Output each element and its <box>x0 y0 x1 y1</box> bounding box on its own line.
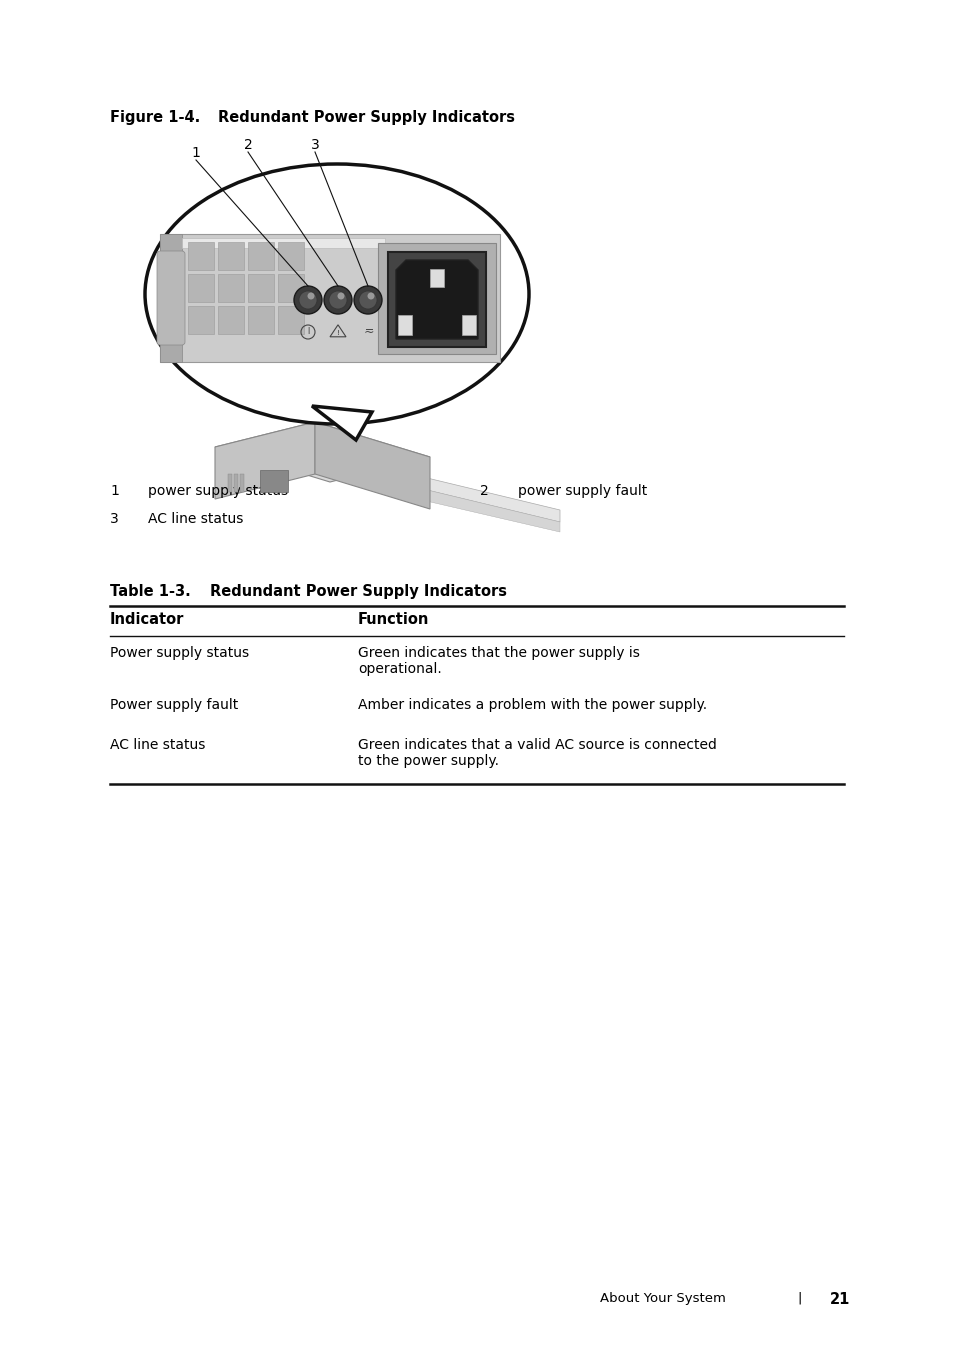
FancyBboxPatch shape <box>218 274 244 301</box>
Text: 1: 1 <box>192 146 200 160</box>
Text: Green indicates that a valid AC source is connected
to the power supply.: Green indicates that a valid AC source i… <box>357 738 716 768</box>
Polygon shape <box>395 260 477 339</box>
Text: power supply fault: power supply fault <box>517 484 646 498</box>
Text: Green indicates that the power supply is
operational.: Green indicates that the power supply is… <box>357 646 639 676</box>
Circle shape <box>337 292 344 300</box>
Text: Figure 1-4.: Figure 1-4. <box>110 110 200 124</box>
FancyBboxPatch shape <box>218 306 244 334</box>
Polygon shape <box>339 469 559 531</box>
Circle shape <box>367 292 375 300</box>
FancyBboxPatch shape <box>188 274 213 301</box>
FancyBboxPatch shape <box>388 251 485 347</box>
Circle shape <box>324 287 352 314</box>
Polygon shape <box>314 422 430 508</box>
Circle shape <box>294 287 322 314</box>
Text: AC line status: AC line status <box>148 512 243 526</box>
Polygon shape <box>339 457 559 522</box>
FancyBboxPatch shape <box>277 274 304 301</box>
Polygon shape <box>214 422 314 499</box>
FancyBboxPatch shape <box>188 242 213 270</box>
FancyBboxPatch shape <box>160 234 499 362</box>
FancyBboxPatch shape <box>377 243 496 354</box>
FancyBboxPatch shape <box>277 306 304 334</box>
FancyBboxPatch shape <box>157 251 185 345</box>
Text: 2: 2 <box>479 484 488 498</box>
FancyBboxPatch shape <box>240 475 244 492</box>
Text: Table 1-3.: Table 1-3. <box>110 584 191 599</box>
FancyBboxPatch shape <box>248 306 274 334</box>
FancyBboxPatch shape <box>277 242 304 270</box>
Polygon shape <box>214 422 430 483</box>
Text: I: I <box>307 327 309 337</box>
FancyBboxPatch shape <box>228 475 232 492</box>
FancyBboxPatch shape <box>260 470 288 492</box>
Text: 1: 1 <box>110 484 119 498</box>
FancyBboxPatch shape <box>461 315 476 335</box>
Text: Redundant Power Supply Indicators: Redundant Power Supply Indicators <box>210 584 506 599</box>
Circle shape <box>354 287 381 314</box>
Text: 3: 3 <box>311 138 319 151</box>
FancyBboxPatch shape <box>188 306 213 334</box>
Text: AC line status: AC line status <box>110 738 205 752</box>
Text: 21: 21 <box>829 1293 849 1307</box>
Text: 2: 2 <box>243 138 253 151</box>
FancyBboxPatch shape <box>182 238 385 247</box>
Text: Power supply status: Power supply status <box>110 646 249 660</box>
Text: Function: Function <box>357 612 429 627</box>
FancyBboxPatch shape <box>160 234 182 362</box>
Text: power supply status: power supply status <box>148 484 288 498</box>
FancyBboxPatch shape <box>248 274 274 301</box>
Text: Power supply fault: Power supply fault <box>110 698 238 713</box>
Circle shape <box>298 291 316 310</box>
FancyBboxPatch shape <box>218 242 244 270</box>
FancyBboxPatch shape <box>248 242 274 270</box>
FancyBboxPatch shape <box>233 475 237 492</box>
Text: |: | <box>797 1293 801 1305</box>
Ellipse shape <box>145 164 529 425</box>
Text: ~: ~ <box>363 326 374 338</box>
FancyBboxPatch shape <box>397 315 412 335</box>
Circle shape <box>329 291 347 310</box>
Text: Indicator: Indicator <box>110 612 184 627</box>
Text: !: ! <box>336 330 339 337</box>
Circle shape <box>307 292 314 300</box>
Text: About Your System: About Your System <box>599 1293 725 1305</box>
FancyBboxPatch shape <box>430 269 443 287</box>
Text: 3: 3 <box>110 512 118 526</box>
Circle shape <box>358 291 376 310</box>
Text: Redundant Power Supply Indicators: Redundant Power Supply Indicators <box>218 110 515 124</box>
Text: Amber indicates a problem with the power supply.: Amber indicates a problem with the power… <box>357 698 706 713</box>
Polygon shape <box>312 406 372 439</box>
